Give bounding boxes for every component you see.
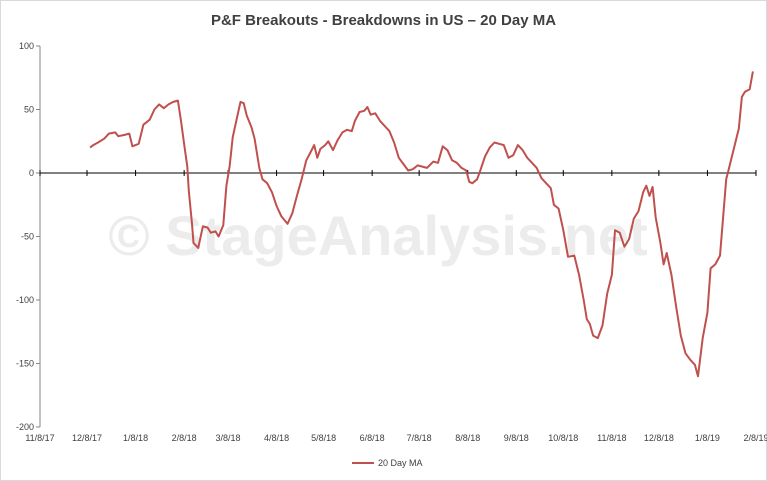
x-tick-label: 2/8/19 [743, 433, 767, 443]
x-tick-label: 1/8/19 [695, 433, 720, 443]
x-tick-label: 7/8/18 [407, 433, 432, 443]
watermark-text: © StageAnalysis.net [108, 204, 647, 267]
x-tick-label: 3/8/18 [215, 433, 240, 443]
legend-label: 20 Day MA [378, 458, 423, 468]
y-tick-label: -50 [21, 232, 34, 242]
y-tick-label: -150 [16, 359, 34, 369]
x-tick-label: 9/8/18 [504, 433, 529, 443]
x-tick-label: 4/8/18 [264, 433, 289, 443]
x-tick-label: 1/8/18 [123, 433, 148, 443]
x-axis: 11/8/17 12/8/17 1/8/18 2/8/18 3/8/18 4/8/18 5/… [25, 170, 767, 443]
x-tick-label: 8/8/18 [455, 433, 480, 443]
series-layer [89, 71, 754, 378]
legend: 20 Day MA [352, 458, 423, 468]
x-tick-label: 12/8/18 [644, 433, 674, 443]
y-axis: 100 50 0 -50 -100 -150 -200 [16, 41, 41, 432]
y-tick-label: 0 [29, 168, 34, 178]
watermark-layer: © StageAnalysis.net [108, 204, 647, 267]
x-tick-label: 12/8/17 [72, 433, 102, 443]
x-tick-label: 5/8/18 [311, 433, 336, 443]
y-tick-label: -100 [16, 295, 34, 305]
series-line-0 [89, 71, 754, 378]
y-tick-label: 50 [24, 105, 34, 115]
x-tick-label: 10/8/18 [548, 433, 578, 443]
chart-title: P&F Breakouts - Breakdowns in US – 20 Da… [210, 12, 557, 29]
y-tick-label: 100 [19, 41, 34, 51]
x-tick-label: 2/8/18 [172, 433, 197, 443]
x-tick-label: 11/8/17 [25, 433, 54, 443]
y-tick-label: -200 [16, 422, 34, 432]
x-tick-label: 6/8/18 [360, 433, 385, 443]
x-tick-label: 11/8/18 [597, 433, 626, 443]
